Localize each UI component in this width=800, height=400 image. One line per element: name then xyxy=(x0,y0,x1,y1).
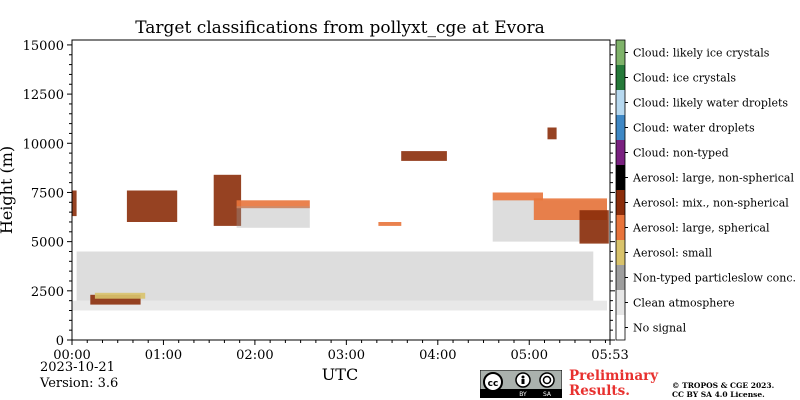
legend-label-6: Aerosol: mix., non-spherical xyxy=(632,197,789,210)
y-tick-label-15000: 15000 xyxy=(23,39,64,54)
classification-region-11 xyxy=(492,192,543,201)
x-tick-label-2: 02:00 xyxy=(236,348,273,363)
legend-label-2: Cloud: likely water droplets xyxy=(633,97,788,110)
colorbar-frame xyxy=(615,39,626,341)
classification-region-1 xyxy=(76,251,594,301)
legend-label-4: Cloud: non-typed xyxy=(633,147,729,160)
preliminary-line-2: Results. xyxy=(569,383,630,399)
legend-swatch-6 xyxy=(616,190,625,215)
classification-region-8 xyxy=(236,206,310,228)
legend-swatch-3 xyxy=(616,115,625,140)
y-tick-label-5000: 5000 xyxy=(31,236,64,251)
footer-version: Version: 3.6 xyxy=(40,376,119,391)
classification-region-15 xyxy=(547,127,557,140)
classification-region-4 xyxy=(72,190,77,217)
legend-label-8: Aerosol: small xyxy=(632,247,712,260)
preliminary-line-1: Preliminary xyxy=(569,368,659,384)
classification-region-3 xyxy=(94,292,146,299)
axes: 0 2500 5000 7500 10000 12500 15000 00:00 01:00 02… xyxy=(23,39,629,363)
legend-swatch-9 xyxy=(616,265,625,290)
x-tick-label-6: 05:53 xyxy=(591,348,628,363)
legend-label-0: Cloud: likely ice crystals xyxy=(633,47,770,60)
y-tick-label-2500: 2500 xyxy=(31,285,64,300)
y-tick-label-7500: 7500 xyxy=(31,186,64,201)
legend-swatch-8 xyxy=(616,240,625,265)
x-tick-label-1: 01:00 xyxy=(145,348,182,363)
chart-title: Target classifications from pollyxt_cge … xyxy=(135,18,544,38)
footer-date: 2023-10-21 xyxy=(40,360,115,375)
y-tick-label-0: 0 xyxy=(56,334,64,349)
legend-label-7: Aerosol: large, spherical xyxy=(632,222,770,235)
legend-swatch-11 xyxy=(616,315,625,340)
y-axis-label: Height (m) xyxy=(0,146,16,234)
y-tick-label-12500: 12500 xyxy=(23,88,64,103)
cc-by-label: BY xyxy=(519,391,527,398)
svg-text:cc: cc xyxy=(488,379,499,389)
colorbar-legend: Cloud: likely ice crystals Cloud: ice cry… xyxy=(615,39,796,341)
legend-label-9: Non-typed particleslow conc. xyxy=(633,272,796,285)
legend-swatch-1 xyxy=(616,65,625,90)
legend-label-3: Cloud: water droplets xyxy=(633,122,755,135)
copyright-line-2: CC BY SA 4.0 License. xyxy=(672,390,765,399)
legend-swatch-2 xyxy=(616,90,625,115)
copyright-line-1: © TROPOS & CGE 2023. xyxy=(672,381,775,390)
classification-region-14 xyxy=(579,210,609,244)
legend-swatch-10 xyxy=(616,290,625,315)
classification-region-9 xyxy=(378,222,402,226)
copyright-note: © TROPOS & CGE 2023. CC BY SA 4.0 Licens… xyxy=(672,381,774,399)
cc-license-badge: cc BY SA xyxy=(480,370,562,398)
plot-background xyxy=(72,40,610,340)
legend-swatch-4 xyxy=(616,140,625,165)
plot-area xyxy=(72,40,610,340)
classification-region-7 xyxy=(236,200,310,209)
cc-sa-label: SA xyxy=(543,391,552,398)
x-tick-label-5: 05:00 xyxy=(511,348,548,363)
x-tick-label-0: 00:00 xyxy=(53,348,90,363)
x-tick-label-4: 04:00 xyxy=(419,348,456,363)
classification-region-10 xyxy=(401,151,447,161)
legend-swatch-5 xyxy=(616,165,625,190)
classification-region-0 xyxy=(72,300,607,311)
x-axis-label: UTC xyxy=(322,365,358,384)
legend-label-10: Clean atmosphere xyxy=(633,297,735,310)
legend-label-1: Cloud: ice crystals xyxy=(633,72,736,85)
legend-label-5: Aerosol: large, non-spherical xyxy=(632,172,794,185)
classification-region-6 xyxy=(213,174,242,226)
preliminary-results-note: Preliminary Results. xyxy=(569,369,658,399)
legend-label-11: No signal xyxy=(633,322,687,335)
y-tick-label-10000: 10000 xyxy=(23,137,64,152)
classification-region-5 xyxy=(126,190,178,222)
classification-region-2 xyxy=(90,294,141,305)
legend-swatch-7 xyxy=(616,215,625,240)
plot-frame xyxy=(71,39,611,341)
x-tick-label-3: 03:00 xyxy=(328,348,365,363)
legend-swatch-0 xyxy=(616,40,625,65)
